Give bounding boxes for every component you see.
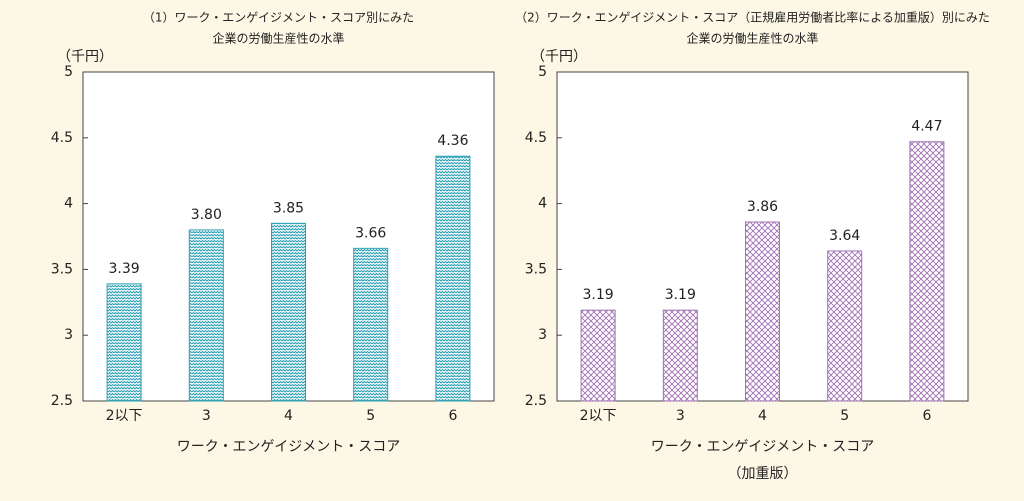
x-tick-label: 3	[202, 408, 211, 424]
value-label: 3.19	[665, 287, 696, 303]
value-label: 3.19	[583, 287, 614, 303]
value-label: 3.86	[747, 199, 778, 215]
bar	[745, 221, 780, 402]
y-tick-label: 3	[64, 327, 73, 343]
chart-title: 企業の労働生産性の水準	[686, 31, 818, 46]
x-tick-label: 4	[284, 408, 293, 424]
x-tick-label: 5	[840, 408, 849, 424]
bar	[909, 141, 945, 402]
x-tick-label: 5	[366, 408, 375, 424]
y-tick-label: 2.5	[51, 393, 73, 409]
x-tick-label: 6	[448, 408, 457, 424]
y-unit: （千円）	[57, 49, 113, 65]
value-label: 3.39	[109, 261, 140, 277]
value-label: 4.47	[911, 119, 942, 135]
y-tick-label: 4.5	[51, 130, 73, 146]
value-label: 3.85	[273, 200, 304, 216]
x-tick-label: 2以下	[580, 408, 617, 424]
chart-title: （2）ワーク・エンゲイジメント・スコア（正規雇用労働者比率による加重版）別にみた	[515, 10, 990, 25]
bar	[271, 222, 306, 402]
x-axis-label: ワーク・エンゲイジメント・スコア	[651, 439, 874, 455]
value-label: 3.64	[829, 228, 860, 244]
bar	[662, 309, 698, 402]
bar	[353, 247, 389, 402]
bar	[827, 250, 863, 402]
x-axis-label: （加重版）	[728, 466, 798, 482]
x-tick-label: 2以下	[106, 408, 143, 424]
bar	[106, 283, 142, 402]
x-axis-label: ワーク・エンゲイジメント・スコア	[177, 439, 400, 455]
y-tick-label: 5	[538, 64, 547, 80]
bar	[435, 155, 471, 402]
y-tick-label: 4	[64, 196, 73, 212]
y-tick-label: 4	[538, 196, 547, 212]
y-unit: （千円）	[531, 49, 587, 65]
y-tick-label: 2.5	[525, 393, 547, 409]
y-tick-label: 3.5	[525, 261, 547, 277]
y-tick-label: 5	[64, 64, 73, 80]
chart-title: （1）ワーク・エンゲイジメント・スコア別にみた	[143, 11, 414, 25]
y-tick-label: 4.5	[525, 130, 547, 146]
chart-title: 企業の労働生産性の水準	[212, 31, 344, 46]
value-label: 3.66	[355, 225, 386, 241]
y-tick-label: 3	[538, 327, 547, 343]
bar	[580, 309, 616, 402]
value-label: 4.36	[437, 133, 468, 149]
bar	[188, 229, 224, 402]
x-tick-label: 6	[922, 408, 931, 424]
x-tick-label: 4	[758, 408, 767, 424]
x-tick-label: 3	[676, 408, 685, 424]
y-tick-label: 3.5	[51, 261, 73, 277]
value-label: 3.80	[191, 207, 222, 223]
